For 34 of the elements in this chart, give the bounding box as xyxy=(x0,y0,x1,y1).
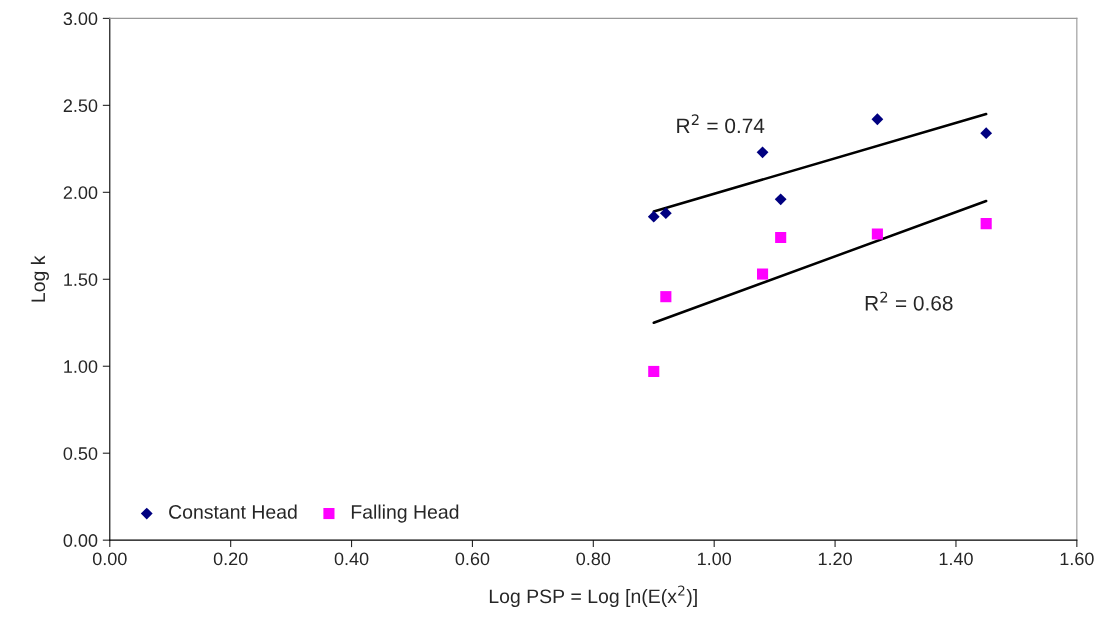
legend-label: Constant Head xyxy=(169,504,297,519)
point xyxy=(980,218,992,230)
x-tick-label: 0.40 xyxy=(334,552,369,566)
x-tick-label: 0.00 xyxy=(92,552,127,566)
y-tick-label: 0.50 xyxy=(63,447,98,460)
x-axis-title: Log PSP = Log [n(E(x$^{2}$)] xyxy=(489,585,697,608)
annotation: R$^{2}$ = 0.68 xyxy=(865,291,953,311)
annotation: R$^{2}$ = 0.74 xyxy=(677,114,765,134)
y-tick-label: 2.50 xyxy=(63,99,98,113)
point xyxy=(648,365,660,378)
y-axis-title: Log k xyxy=(30,255,49,302)
point xyxy=(756,146,769,159)
y-tick-label: 1.00 xyxy=(64,360,98,373)
x-tick-label: 0.80 xyxy=(576,552,611,566)
x-tick-label: 1.20 xyxy=(818,552,852,566)
x-tick-label: 0.60 xyxy=(455,552,490,566)
point xyxy=(980,127,993,140)
point xyxy=(871,113,884,126)
y-tick-label: 3.00 xyxy=(63,12,98,26)
point xyxy=(660,291,672,303)
y-tick-label: 1.50 xyxy=(64,273,98,286)
y-tick-label: 0.00 xyxy=(63,534,98,547)
point xyxy=(775,231,787,244)
x-tick-label: 0.20 xyxy=(213,552,248,566)
x-tick-label: 1.00 xyxy=(698,552,732,566)
x-tick-label: 1.40 xyxy=(939,552,973,566)
point xyxy=(871,228,883,240)
legend-label: Falling Head xyxy=(351,504,459,523)
point xyxy=(756,268,769,280)
y-tick-label: 2.00 xyxy=(63,186,98,200)
point xyxy=(647,210,660,223)
x-tick-label: 1.60 xyxy=(1060,552,1094,566)
point xyxy=(774,193,787,206)
point xyxy=(659,207,672,220)
